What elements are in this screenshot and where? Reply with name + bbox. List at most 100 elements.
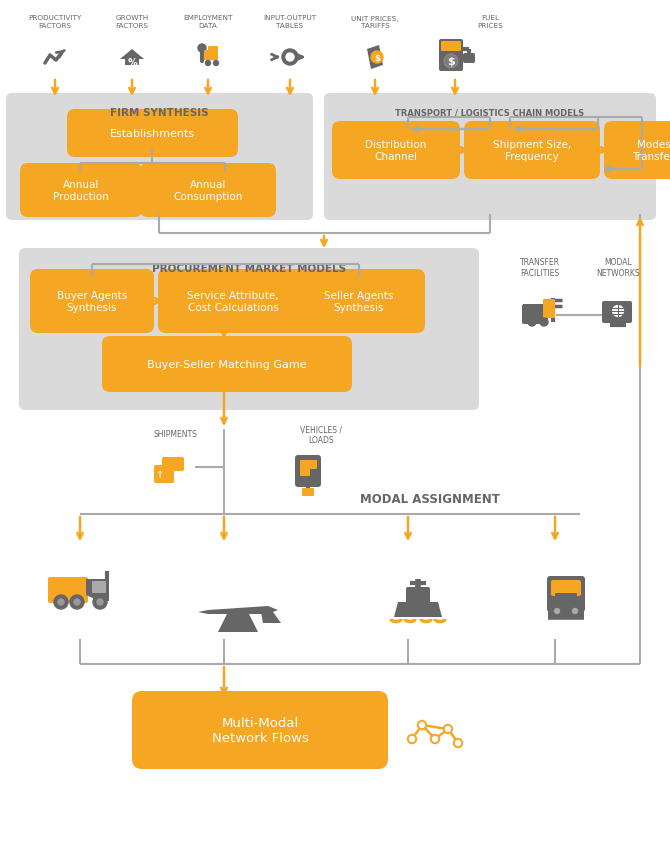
Polygon shape [394, 602, 442, 618]
Circle shape [569, 606, 581, 618]
Text: $: $ [374, 54, 380, 62]
Polygon shape [198, 610, 208, 614]
Circle shape [540, 319, 548, 327]
FancyBboxPatch shape [300, 461, 310, 469]
FancyBboxPatch shape [6, 94, 313, 221]
Polygon shape [367, 46, 383, 70]
FancyBboxPatch shape [441, 42, 461, 52]
Circle shape [409, 737, 415, 741]
Circle shape [97, 600, 103, 606]
Text: VEHICLES /
LOADS: VEHICLES / LOADS [300, 425, 342, 444]
FancyBboxPatch shape [300, 468, 310, 477]
FancyBboxPatch shape [551, 580, 581, 596]
Text: Multi-Modal
Network Flows: Multi-Modal Network Flows [212, 717, 308, 744]
Text: ↑: ↑ [156, 469, 164, 479]
Circle shape [454, 739, 462, 747]
Circle shape [407, 734, 417, 744]
Text: INPUT-OUTPUT
TABLES: INPUT-OUTPUT TABLES [263, 15, 316, 28]
FancyBboxPatch shape [439, 40, 463, 72]
FancyBboxPatch shape [132, 691, 388, 769]
Text: FIRM SYNTHESIS: FIRM SYNTHESIS [110, 107, 209, 118]
Text: UNIT PRICES,
TARIFFS: UNIT PRICES, TARIFFS [351, 15, 399, 28]
FancyBboxPatch shape [324, 94, 656, 221]
Text: Annual
Consumption: Annual Consumption [174, 180, 243, 201]
Text: GROWTH
FACTORS: GROWTH FACTORS [115, 15, 149, 28]
FancyBboxPatch shape [543, 309, 555, 319]
Polygon shape [120, 50, 144, 66]
Polygon shape [261, 612, 281, 624]
Text: Seller Agents
Synthesis: Seller Agents Synthesis [324, 291, 394, 312]
FancyBboxPatch shape [555, 594, 577, 603]
FancyBboxPatch shape [162, 457, 184, 472]
FancyBboxPatch shape [464, 122, 600, 180]
Polygon shape [86, 579, 109, 601]
FancyBboxPatch shape [67, 110, 238, 158]
Circle shape [74, 600, 80, 606]
Circle shape [446, 727, 450, 732]
Text: Annual
Production: Annual Production [53, 180, 109, 201]
Circle shape [419, 722, 425, 728]
Circle shape [286, 54, 294, 62]
FancyBboxPatch shape [204, 51, 218, 61]
Circle shape [214, 61, 218, 67]
Text: PRODUCTIVITY
FACTORS: PRODUCTIVITY FACTORS [28, 15, 82, 28]
Text: Shipment Size,
Frequency: Shipment Size, Frequency [493, 140, 571, 161]
FancyBboxPatch shape [332, 122, 460, 180]
Circle shape [206, 61, 210, 67]
FancyBboxPatch shape [522, 305, 548, 325]
FancyBboxPatch shape [102, 337, 352, 392]
Text: $: $ [447, 57, 455, 67]
FancyBboxPatch shape [308, 461, 317, 469]
Polygon shape [208, 606, 278, 614]
Circle shape [456, 740, 460, 746]
Text: FUEL
PRICES: FUEL PRICES [477, 15, 502, 28]
FancyBboxPatch shape [30, 270, 154, 334]
FancyBboxPatch shape [406, 588, 430, 606]
Polygon shape [218, 612, 258, 632]
Circle shape [282, 50, 298, 66]
FancyBboxPatch shape [48, 577, 88, 603]
Circle shape [528, 319, 536, 327]
FancyBboxPatch shape [140, 164, 276, 218]
FancyBboxPatch shape [295, 456, 321, 487]
FancyBboxPatch shape [92, 581, 106, 594]
FancyBboxPatch shape [302, 489, 314, 496]
Circle shape [417, 721, 427, 729]
Text: SHIPMENTS: SHIPMENTS [153, 430, 197, 439]
Circle shape [444, 725, 452, 734]
Text: PROCUREMENT MARKET MODELS: PROCUREMENT MARKET MODELS [152, 264, 346, 274]
Circle shape [611, 305, 625, 319]
Circle shape [58, 600, 64, 606]
Text: EMPLOYMENT
DATA: EMPLOYMENT DATA [184, 15, 232, 28]
Text: Distribution
Channel: Distribution Channel [365, 140, 427, 161]
Text: MODAL ASSIGNMENT: MODAL ASSIGNMENT [360, 493, 500, 506]
Circle shape [444, 55, 458, 69]
Text: Modes,
Transfers: Modes, Transfers [632, 140, 670, 161]
FancyBboxPatch shape [208, 47, 218, 54]
Text: %: % [127, 58, 137, 68]
Circle shape [54, 595, 68, 609]
FancyBboxPatch shape [604, 122, 670, 180]
Text: Establishments: Establishments [109, 129, 194, 139]
FancyBboxPatch shape [19, 249, 479, 410]
FancyBboxPatch shape [294, 270, 425, 334]
Circle shape [551, 606, 563, 618]
Text: TRANSPORT / LOGISTICS CHAIN MODELS: TRANSPORT / LOGISTICS CHAIN MODELS [395, 108, 584, 118]
FancyBboxPatch shape [158, 270, 309, 334]
FancyBboxPatch shape [543, 299, 555, 310]
Circle shape [433, 737, 438, 741]
Circle shape [371, 52, 383, 64]
FancyBboxPatch shape [602, 302, 632, 323]
Text: Service Attribute,
Cost Calculations: Service Attribute, Cost Calculations [187, 291, 279, 312]
Circle shape [70, 595, 84, 609]
FancyBboxPatch shape [547, 577, 585, 612]
Text: MODAL
NETWORKS: MODAL NETWORKS [596, 258, 640, 277]
Circle shape [93, 595, 107, 609]
FancyBboxPatch shape [154, 466, 174, 484]
Circle shape [572, 609, 578, 614]
Circle shape [555, 609, 559, 614]
Circle shape [198, 45, 206, 53]
Circle shape [431, 734, 440, 744]
FancyBboxPatch shape [20, 164, 142, 218]
Text: Buyer-Seller Matching Game: Buyer-Seller Matching Game [147, 360, 307, 369]
